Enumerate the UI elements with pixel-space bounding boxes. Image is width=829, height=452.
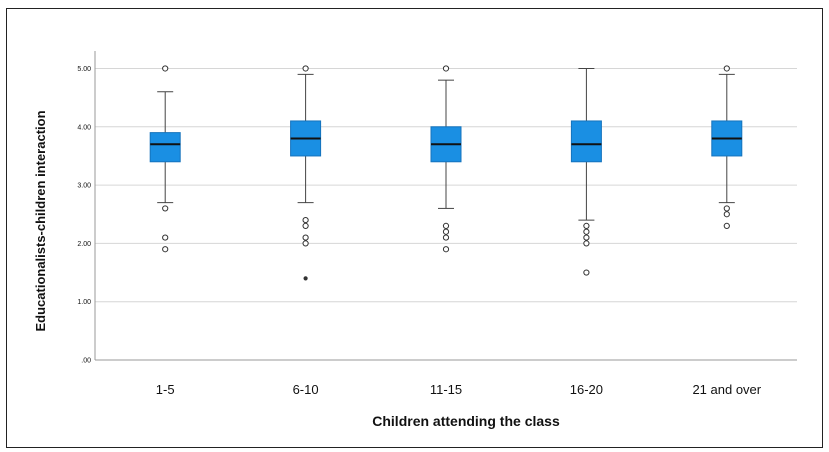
outlier-point xyxy=(442,222,450,230)
x-axis-categories: 1-5 6-10 11-15 16-20 21 and over xyxy=(156,382,762,397)
outlier-point xyxy=(302,222,309,230)
x-category-label: 11-15 xyxy=(430,382,462,397)
outlier-point xyxy=(723,222,730,230)
outlier-point xyxy=(723,205,730,212)
box-2 xyxy=(290,65,322,281)
x-category-label: 21 and over xyxy=(692,382,761,397)
chart-frame: .00 1.00 2.00 3.00 4.00 5.00 1-5 6-10 11-15 16-2… xyxy=(6,8,823,448)
outlier-point xyxy=(442,246,450,253)
outlier-point xyxy=(302,65,309,72)
y-tick-label: 4.00 xyxy=(77,124,91,131)
x-category-label: 1-5 xyxy=(156,382,175,397)
outlier-point xyxy=(442,228,450,235)
extreme-point xyxy=(303,276,308,281)
y-axis-label: Educationalists-children interaction xyxy=(33,110,48,331)
y-tick-label: 3.00 xyxy=(77,183,91,190)
outlier-point xyxy=(302,240,309,247)
outlier-point xyxy=(583,234,590,241)
box-5 xyxy=(711,65,743,230)
outlier-point xyxy=(442,65,450,72)
y-tick-label: 5.00 xyxy=(77,66,91,73)
y-tick-label: 1.00 xyxy=(77,299,91,306)
outlier-point xyxy=(162,234,169,241)
outlier-point xyxy=(442,234,450,241)
outlier-point xyxy=(302,216,309,224)
box-3 xyxy=(430,65,462,253)
x-category-label: 6-10 xyxy=(293,382,319,397)
iqr-box xyxy=(149,132,181,163)
outlier-point xyxy=(723,65,730,72)
outlier-point xyxy=(162,246,169,253)
outlier-point xyxy=(583,269,590,276)
outlier-point xyxy=(302,234,309,241)
outlier-point xyxy=(162,65,169,72)
outlier-point xyxy=(723,211,730,218)
boxplot-chart: .00 1.00 2.00 3.00 4.00 5.00 1-5 6-10 11-15 16-2… xyxy=(33,51,797,429)
outlier-point xyxy=(583,240,590,247)
outlier-point xyxy=(583,228,590,235)
y-tick-label: 2.00 xyxy=(77,241,91,248)
x-category-label: 16-20 xyxy=(570,382,603,397)
outlier-point xyxy=(162,205,169,212)
x-axis-label: Children attending the class xyxy=(372,413,560,429)
y-tick-label: .00 xyxy=(81,358,91,365)
y-axis-ticks: .00 1.00 2.00 3.00 4.00 5.00 xyxy=(77,66,91,365)
box-4 xyxy=(570,67,602,276)
boxplot-series xyxy=(149,65,743,281)
outlier-point xyxy=(583,222,590,230)
iqr-box xyxy=(570,120,602,163)
box-1 xyxy=(149,65,181,253)
